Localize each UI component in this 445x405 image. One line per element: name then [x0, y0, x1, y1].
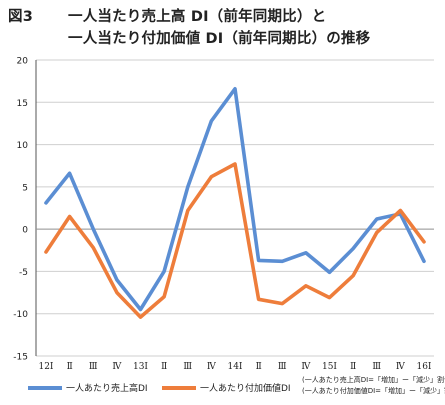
x-tick-label: Ⅳ — [301, 362, 311, 372]
y-tick-label: 10 — [17, 141, 29, 151]
y-tick-label: -15 — [13, 353, 28, 363]
title-text-1: 一人当たり売上高 DI（前年同期比）と — [68, 9, 327, 25]
chart-title-line2: 一人当たり付加価値 DI（前年同期比）の推移 — [68, 31, 371, 47]
x-tick-label: Ⅳ — [207, 362, 217, 372]
definition-note-2: (一人あたり付加価値DI=「増加」ー「減少」割合) — [302, 387, 445, 395]
legend-swatch-series1 — [28, 385, 62, 390]
x-tick-label: 16Ⅰ — [416, 362, 431, 372]
x-tick-label: Ⅱ — [67, 362, 73, 372]
x-tick-label: Ⅲ — [278, 362, 287, 372]
series-line-1 — [44, 87, 426, 312]
x-tick-label: 14Ⅰ — [227, 362, 242, 372]
legend-swatch-series2 — [162, 385, 196, 390]
legend-item-series2: 一人あたり付加価値DI — [162, 381, 291, 394]
legend-label-series2: 一人あたり付加価値DI — [200, 384, 291, 394]
x-tick-label: Ⅲ — [89, 362, 98, 372]
y-tick-label: -10 — [13, 310, 28, 320]
definition-note-1: (一人あたり売上高DI=「増加」ー「減少」割合) — [302, 376, 445, 384]
y-tick-label: 5 — [22, 183, 28, 193]
x-tick-label: Ⅱ — [161, 362, 167, 372]
legend-label-series1: 一人あたり売上高DI — [66, 384, 148, 394]
x-tick-label: Ⅲ — [183, 362, 192, 372]
chart-title-line1: 図3 一人当たり売上高 DI（前年同期比）と — [8, 5, 326, 26]
x-tick-label: 13Ⅰ — [133, 362, 148, 372]
x-tick-label: Ⅲ — [372, 362, 381, 372]
legend-item-series1: 一人あたり売上高DI — [28, 381, 148, 394]
y-tick-label: 20 — [17, 57, 29, 67]
x-tick-label: Ⅳ — [112, 362, 122, 372]
x-tick-label: 12Ⅰ — [38, 362, 53, 372]
x-tick-label: Ⅱ — [350, 362, 356, 372]
y-tick-label: 15 — [17, 99, 28, 109]
x-tick-label: Ⅱ — [256, 362, 262, 372]
x-tick-label: Ⅳ — [396, 362, 406, 372]
series-line-2 — [44, 162, 426, 319]
x-tick-label: 15Ⅰ — [322, 362, 337, 372]
figure-number: 図3 — [8, 9, 33, 25]
y-tick-label: 0 — [22, 226, 28, 236]
y-tick-label: -5 — [19, 268, 28, 278]
